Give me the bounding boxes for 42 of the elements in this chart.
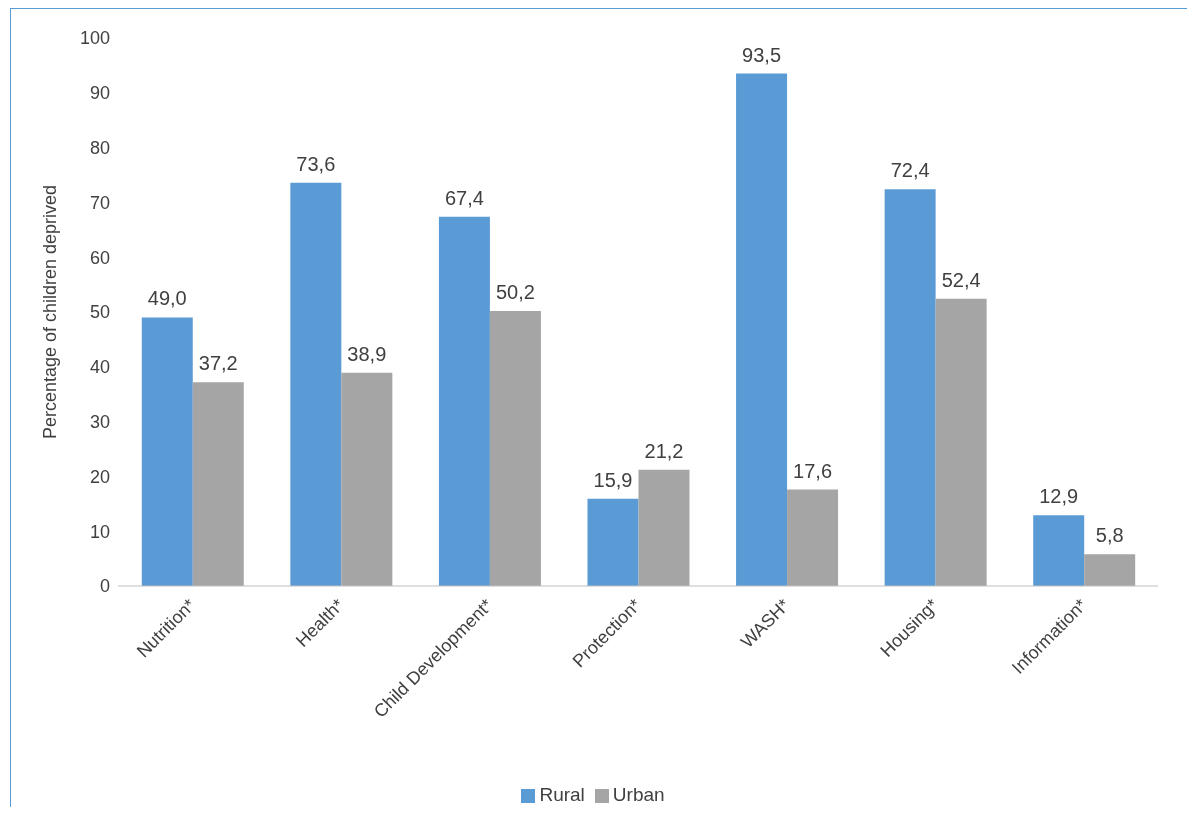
y-tick-label: 10 [89,521,110,542]
y-axis-title: Percentage of children deprived [40,184,61,440]
bar [438,216,490,586]
data-label: 50,2 [495,280,535,303]
bar [290,182,342,586]
y-tick-label: 60 [89,247,110,268]
y-tick-label: 90 [89,83,110,104]
legend-label: Rural [539,784,585,805]
bar [192,382,244,586]
y-tick-label: 30 [89,411,110,432]
data-label: 73,6 [296,152,336,175]
bar [638,469,690,586]
y-tick-label: 50 [89,302,110,323]
y-tick-label: 70 [89,192,110,213]
data-label: 12,9 [1039,485,1079,508]
y-tick-label: 100 [79,28,110,49]
bar [1084,554,1136,586]
bar [489,310,541,586]
bar [341,372,393,586]
y-tick-label: 40 [89,357,110,378]
data-label: 21,2 [644,439,684,462]
bar [587,498,639,586]
data-label: 5,8 [1095,524,1124,547]
bar [884,189,936,586]
y-tick-label: 0 [99,576,110,597]
data-label: 72,4 [890,159,930,182]
data-label: 49,0 [147,287,187,310]
bar [736,73,788,586]
y-tick-label: 20 [89,466,110,487]
bar [141,317,193,586]
bar [1033,515,1085,586]
data-label: 52,4 [941,268,981,291]
bar [935,298,987,586]
bar [787,489,839,586]
data-label: 67,4 [444,186,484,209]
data-label: 15,9 [593,468,633,491]
data-label: 17,6 [793,459,833,482]
data-label: 37,2 [198,352,238,375]
y-tick-label: 80 [89,137,110,158]
legend-label: Urban [612,784,665,805]
data-label: 38,9 [347,342,387,365]
data-label: 93,5 [742,43,782,66]
